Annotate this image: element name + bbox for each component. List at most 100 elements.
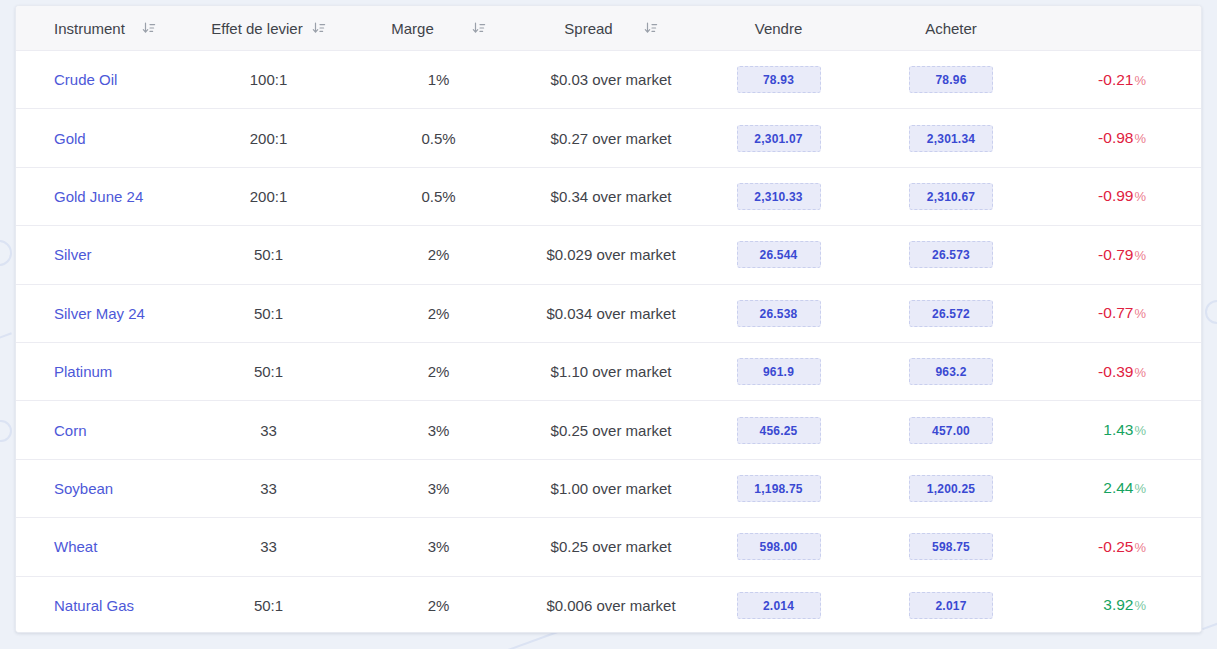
buy-button[interactable]: 598.75 — [909, 533, 993, 560]
sell-button[interactable]: 26.538 — [737, 300, 821, 327]
margin-value: 2% — [346, 363, 531, 380]
instrument-link[interactable]: Soybean — [54, 480, 113, 497]
column-header-leverage[interactable]: Effet de levier — [191, 20, 346, 37]
sell-cell: 598.00 — [691, 533, 866, 560]
buy-cell: 2.017 — [866, 592, 1036, 619]
buy-button[interactable]: 78.96 — [909, 66, 993, 93]
instrument-cell: Natural Gas — [16, 597, 191, 614]
instrument-cell: Gold June 24 — [16, 188, 191, 205]
commodities-table: Instrument Effet de levier Marge Spread … — [15, 5, 1202, 633]
column-header-margin[interactable]: Marge — [346, 20, 531, 37]
table-row: Platinum 50:1 2% $1.10 over market 961.9… — [16, 342, 1201, 400]
sell-button[interactable]: 456.25 — [737, 417, 821, 444]
buy-button[interactable]: 2.017 — [909, 592, 993, 619]
buy-button[interactable]: 1,200.25 — [909, 475, 993, 502]
sell-button[interactable]: 961.9 — [737, 358, 821, 385]
instrument-cell: Platinum — [16, 363, 191, 380]
spread-value: $0.034 over market — [531, 305, 691, 322]
leverage-value: 200:1 — [191, 130, 346, 147]
sell-button[interactable]: 598.00 — [737, 533, 821, 560]
sell-cell: 961.9 — [691, 358, 866, 385]
instrument-link[interactable]: Platinum — [54, 363, 112, 380]
sell-cell: 1,198.75 — [691, 475, 866, 502]
buy-cell: 26.572 — [866, 300, 1036, 327]
sell-button[interactable]: 2.014 — [737, 592, 821, 619]
column-header-buy: Acheter — [866, 20, 1036, 37]
sell-button[interactable]: 2,310.33 — [737, 183, 821, 210]
table-row: Silver May 24 50:1 2% $0.034 over market… — [16, 284, 1201, 342]
leverage-value: 100:1 — [191, 71, 346, 88]
spread-value: $1.10 over market — [531, 363, 691, 380]
buy-cell: 1,200.25 — [866, 475, 1036, 502]
spread-value: $0.34 over market — [531, 188, 691, 205]
spread-value: $0.029 over market — [531, 246, 691, 263]
buy-button[interactable]: 2,301.34 — [909, 125, 993, 152]
instrument-cell: Corn — [16, 422, 191, 439]
instrument-cell: Wheat — [16, 538, 191, 555]
margin-value: 2% — [346, 246, 531, 263]
background-illustration — [0, 240, 12, 266]
column-header-sell: Vendre — [691, 20, 866, 37]
buy-button[interactable]: 26.572 — [909, 300, 993, 327]
leverage-value: 33 — [191, 422, 346, 439]
buy-button[interactable]: 2,310.67 — [909, 183, 993, 210]
sell-cell: 2.014 — [691, 592, 866, 619]
instrument-link[interactable]: Wheat — [54, 538, 97, 555]
sell-cell: 26.538 — [691, 300, 866, 327]
spread-value: $0.006 over market — [531, 597, 691, 614]
sell-button[interactable]: 78.93 — [737, 66, 821, 93]
buy-cell: 26.573 — [866, 241, 1036, 268]
background-illustration — [1202, 622, 1217, 630]
background-illustration — [501, 631, 558, 649]
instrument-link[interactable]: Gold — [54, 130, 86, 147]
leverage-value: 33 — [191, 538, 346, 555]
leverage-value: 33 — [191, 480, 346, 497]
leverage-value: 50:1 — [191, 597, 346, 614]
buy-button[interactable]: 26.573 — [909, 241, 993, 268]
column-header-label: Vendre — [755, 20, 803, 37]
sort-descending-icon[interactable] — [644, 22, 658, 34]
spread-value: $0.03 over market — [531, 71, 691, 88]
background-illustration — [0, 332, 12, 339]
instrument-link[interactable]: Corn — [54, 422, 87, 439]
sort-descending-icon[interactable] — [472, 22, 486, 34]
change-value: -0.77% — [1036, 304, 1201, 322]
change-value: 1.43% — [1036, 421, 1201, 439]
instrument-link[interactable]: Silver — [54, 246, 92, 263]
instrument-cell: Silver — [16, 246, 191, 263]
table-row: Corn 33 3% $0.25 over market 456.25 457.… — [16, 400, 1201, 458]
table-row: Soybean 33 3% $1.00 over market 1,198.75… — [16, 459, 1201, 517]
sort-descending-icon[interactable] — [142, 22, 156, 34]
column-header-spread[interactable]: Spread — [531, 20, 691, 37]
margin-value: 0.5% — [346, 188, 531, 205]
background-illustration — [0, 420, 12, 442]
sell-button[interactable]: 1,198.75 — [737, 475, 821, 502]
margin-value: 2% — [346, 305, 531, 322]
instrument-link[interactable]: Crude Oil — [54, 71, 117, 88]
table-row: Crude Oil 100:1 1% $0.03 over market 78.… — [16, 50, 1201, 108]
buy-cell: 598.75 — [866, 533, 1036, 560]
instrument-cell: Crude Oil — [16, 71, 191, 88]
column-header-label: Instrument — [54, 20, 125, 37]
table-row: Silver 50:1 2% $0.029 over market 26.544… — [16, 225, 1201, 283]
instrument-link[interactable]: Natural Gas — [54, 597, 134, 614]
sell-button[interactable]: 2,301.07 — [737, 125, 821, 152]
leverage-value: 50:1 — [191, 363, 346, 380]
margin-value: 2% — [346, 597, 531, 614]
buy-button[interactable]: 963.2 — [909, 358, 993, 385]
sort-descending-icon[interactable] — [312, 22, 326, 34]
change-value: -0.39% — [1036, 363, 1201, 381]
spread-value: $0.25 over market — [531, 538, 691, 555]
instrument-link[interactable]: Gold June 24 — [54, 188, 143, 205]
margin-value: 1% — [346, 71, 531, 88]
column-header-instrument[interactable]: Instrument — [16, 20, 191, 37]
sell-button[interactable]: 26.544 — [737, 241, 821, 268]
table-row: Gold 200:1 0.5% $0.27 over market 2,301.… — [16, 108, 1201, 166]
spread-value: $1.00 over market — [531, 480, 691, 497]
leverage-value: 50:1 — [191, 305, 346, 322]
sell-cell: 2,310.33 — [691, 183, 866, 210]
sell-cell: 78.93 — [691, 66, 866, 93]
buy-button[interactable]: 457.00 — [909, 417, 993, 444]
buy-cell: 2,310.67 — [866, 183, 1036, 210]
instrument-link[interactable]: Silver May 24 — [54, 305, 145, 322]
